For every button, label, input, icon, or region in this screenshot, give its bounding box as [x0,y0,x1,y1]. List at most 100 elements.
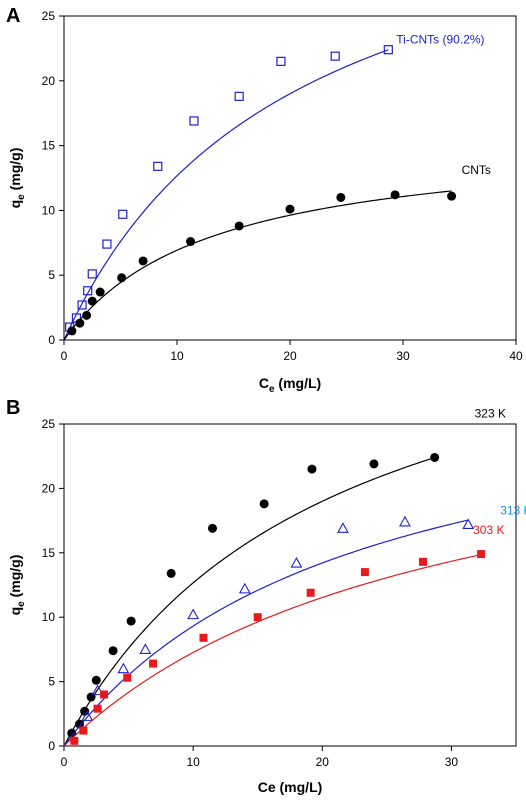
y-tick-label: 10 [42,203,56,217]
data-point [208,523,218,533]
series-label: 313 K [500,503,526,517]
data-point [153,161,163,171]
data-point [123,673,132,682]
data-point [430,452,440,462]
data-point [337,522,349,533]
data-point [117,662,130,674]
data-point [83,286,93,296]
x-tick-label: 0 [61,349,68,363]
y-tick-label: 15 [42,546,56,560]
fit-curve [63,190,452,341]
data-point [306,588,315,597]
fit-curve [63,519,469,747]
data-point [77,300,87,310]
data-point [369,459,379,469]
data-point [67,728,77,738]
y-tick-label: 20 [42,74,56,88]
x-tick-label: 0 [61,755,68,769]
y-tick-label: 10 [42,610,56,624]
data-point [259,499,269,509]
series-label: Ti-CNTs (90.2%) [396,33,484,47]
data-point [138,256,148,266]
series-label: 303 K [473,523,504,537]
data-point [238,582,251,594]
data-point [447,191,457,201]
plot-frame [63,15,517,341]
data-point [477,550,486,559]
data-point [117,273,127,283]
panel-a: A 0 10 20 30 40 0 5 10 15 20 25 Ce (mg/L) qe (mg/g) Ti… [6,5,523,395]
data-point [81,710,94,721]
series-cnts: CNTs [63,163,491,341]
fit-curve [63,49,389,341]
data-point [91,675,101,685]
x-axis-title: Ce (mg/L) [259,375,321,395]
data-point [360,568,369,577]
y-axis-title: qe (mg/g) [7,555,27,616]
data-point [139,643,152,654]
data-point [70,736,79,745]
data-point [276,56,286,66]
data-point [419,557,428,566]
series-label: 323 K [475,406,506,420]
data-point [102,239,112,249]
x-tick-label: 40 [509,349,523,363]
y-tick-label: 25 [42,417,56,431]
data-point [74,719,84,729]
panel-letter: B [6,397,20,419]
y-tick-label: 15 [42,139,56,153]
data-point [82,310,92,320]
data-point [87,296,97,306]
data-point [79,726,88,735]
data-point [186,237,196,247]
data-point [234,91,244,101]
y-tick-label: 0 [48,739,55,753]
series-label: CNTs [462,163,491,177]
series-303-k: 303 K [63,523,504,747]
data-point [87,269,97,279]
y-tick-label: 5 [48,675,55,689]
x-tick-label: 30 [445,755,459,769]
data-point [285,204,295,214]
data-point [149,659,158,668]
data-point [383,45,393,55]
data-point [189,116,199,126]
y-tick-label: 5 [48,268,55,282]
fit-curve [63,456,435,747]
y-axis-title: qe (mg/g) [7,148,27,209]
panel-b: B 0 10 20 30 0 5 10 15 20 25 Ce (mg/L) qe (mg/g) 323 … [6,397,526,795]
x-axis-title: Ce (mg/L) [258,779,323,795]
data-point [126,616,136,626]
data-point [86,692,96,702]
data-point [166,568,176,578]
data-point [330,51,340,61]
x-tick-label: 30 [396,349,410,363]
data-point [100,690,109,699]
data-point [234,221,244,231]
x-tick-label: 10 [170,349,184,363]
fit-curve [63,554,482,747]
data-point [199,633,208,642]
data-point [75,318,85,328]
data-point [80,706,90,716]
data-point [290,556,303,568]
data-point [462,518,475,530]
x-tick-label: 10 [186,755,200,769]
data-point [399,515,411,527]
x-tick-label: 20 [316,755,330,769]
data-point [91,684,104,696]
data-point [307,464,317,474]
data-point [93,704,102,713]
data-point [95,287,105,297]
series-323-k: 323 K [63,406,506,747]
data-point [108,646,118,656]
data-point [336,192,346,202]
x-tick-label: 20 [283,349,297,363]
data-point [253,613,262,622]
data-point [187,608,200,620]
plot-frame [63,423,517,747]
series-313-k: 313 K [63,503,526,747]
panel-letter: A [6,5,20,27]
series-ti-cnts-90-2-: Ti-CNTs (90.2%) [63,33,485,341]
